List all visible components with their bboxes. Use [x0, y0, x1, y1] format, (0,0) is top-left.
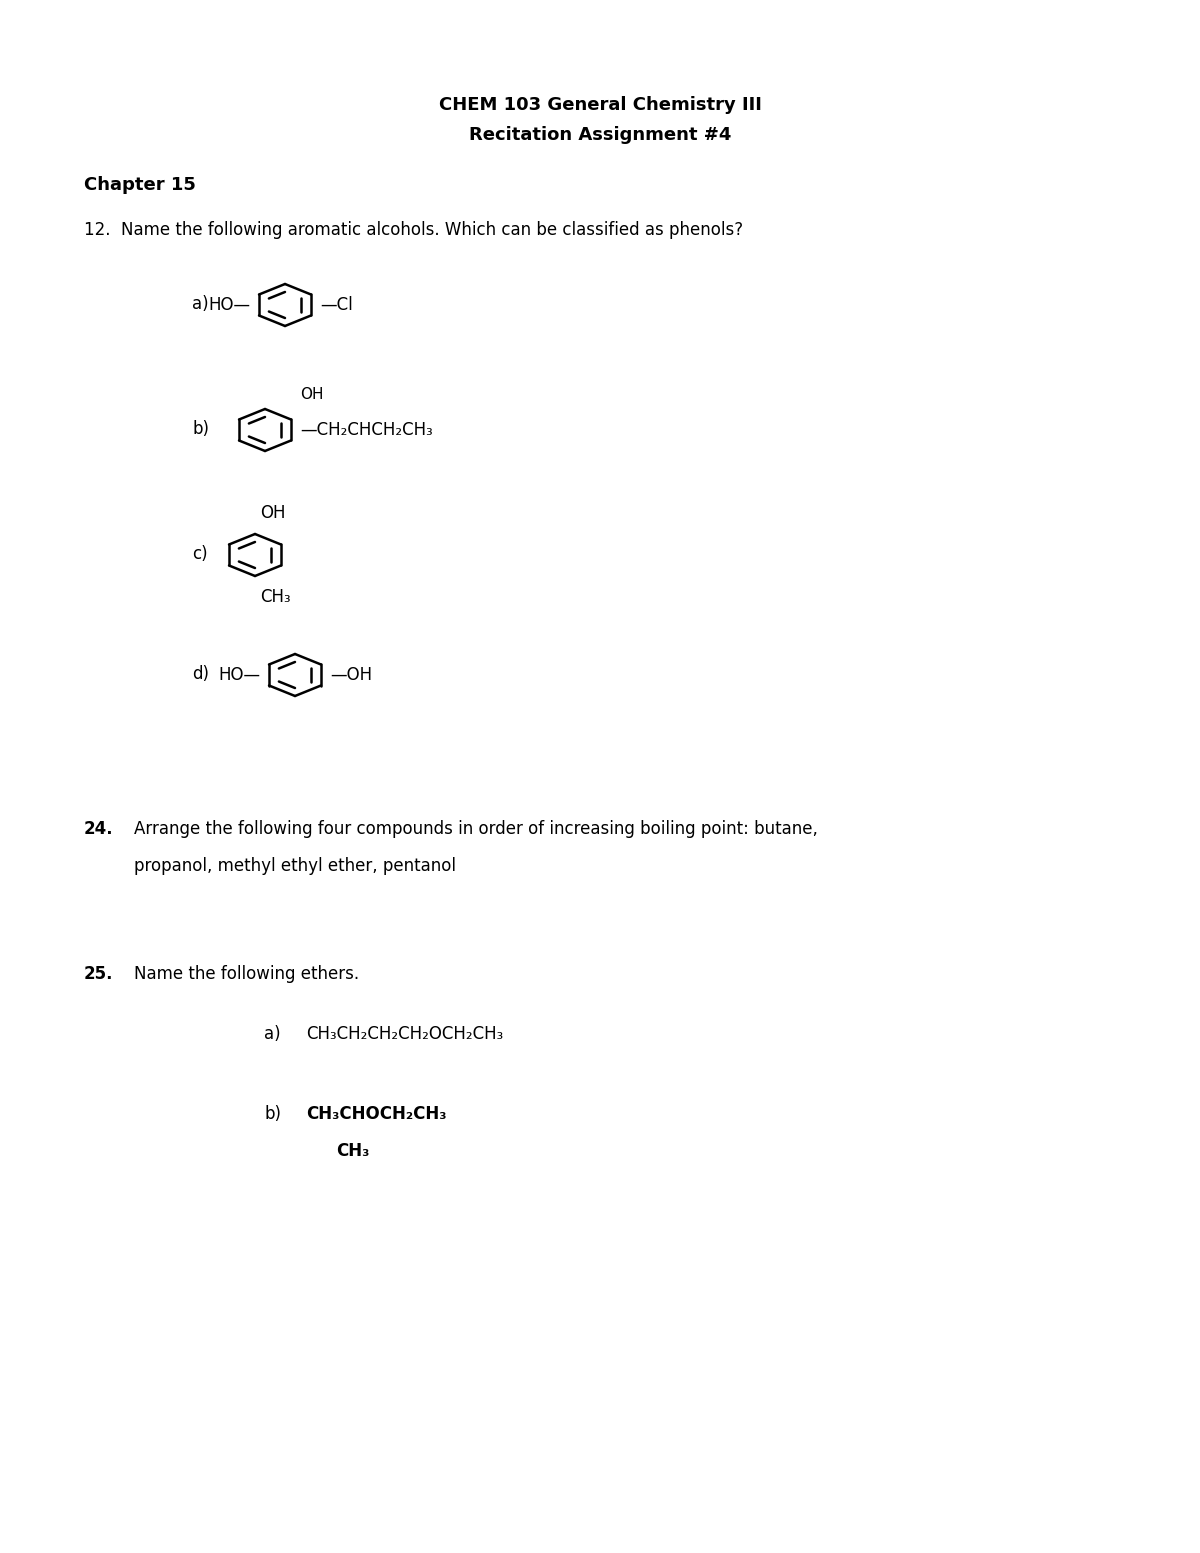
Text: —OH: —OH	[330, 666, 372, 683]
Text: Chapter 15: Chapter 15	[84, 175, 196, 194]
Text: a): a)	[192, 295, 209, 314]
Text: OH: OH	[300, 387, 324, 402]
Text: 12.  Name the following aromatic alcohols. Which can be classified as phenols?: 12. Name the following aromatic alcohols…	[84, 221, 743, 239]
Text: —CH₂CHCH₂CH₃: —CH₂CHCH₂CH₃	[300, 421, 433, 439]
Text: b): b)	[192, 419, 209, 438]
Text: CH₃: CH₃	[336, 1141, 370, 1160]
Text: propanol, methyl ethyl ether, pentanol: propanol, methyl ethyl ether, pentanol	[134, 857, 456, 874]
Text: OH: OH	[260, 505, 286, 522]
Text: b): b)	[264, 1106, 281, 1123]
Text: CH₃CH₂CH₂CH₂OCH₂CH₃: CH₃CH₂CH₂CH₂OCH₂CH₃	[306, 1025, 503, 1044]
Text: d): d)	[192, 665, 209, 683]
Text: HO—: HO—	[208, 297, 250, 314]
Text: Recitation Assignment #4: Recitation Assignment #4	[469, 126, 731, 144]
Text: CH₃: CH₃	[260, 589, 290, 606]
Text: Name the following ethers.: Name the following ethers.	[134, 964, 359, 983]
Text: Arrange the following four compounds in order of increasing boiling point: butan: Arrange the following four compounds in …	[134, 820, 818, 839]
Text: CHEM 103 General Chemistry III: CHEM 103 General Chemistry III	[438, 96, 762, 113]
Text: HO—: HO—	[218, 666, 260, 683]
Text: 24.: 24.	[84, 820, 114, 839]
Text: c): c)	[192, 545, 208, 564]
Text: CH₃CHOCH₂CH₃: CH₃CHOCH₂CH₃	[306, 1106, 446, 1123]
Text: —Cl: —Cl	[320, 297, 353, 314]
Text: 25.: 25.	[84, 964, 114, 983]
Text: a): a)	[264, 1025, 281, 1044]
